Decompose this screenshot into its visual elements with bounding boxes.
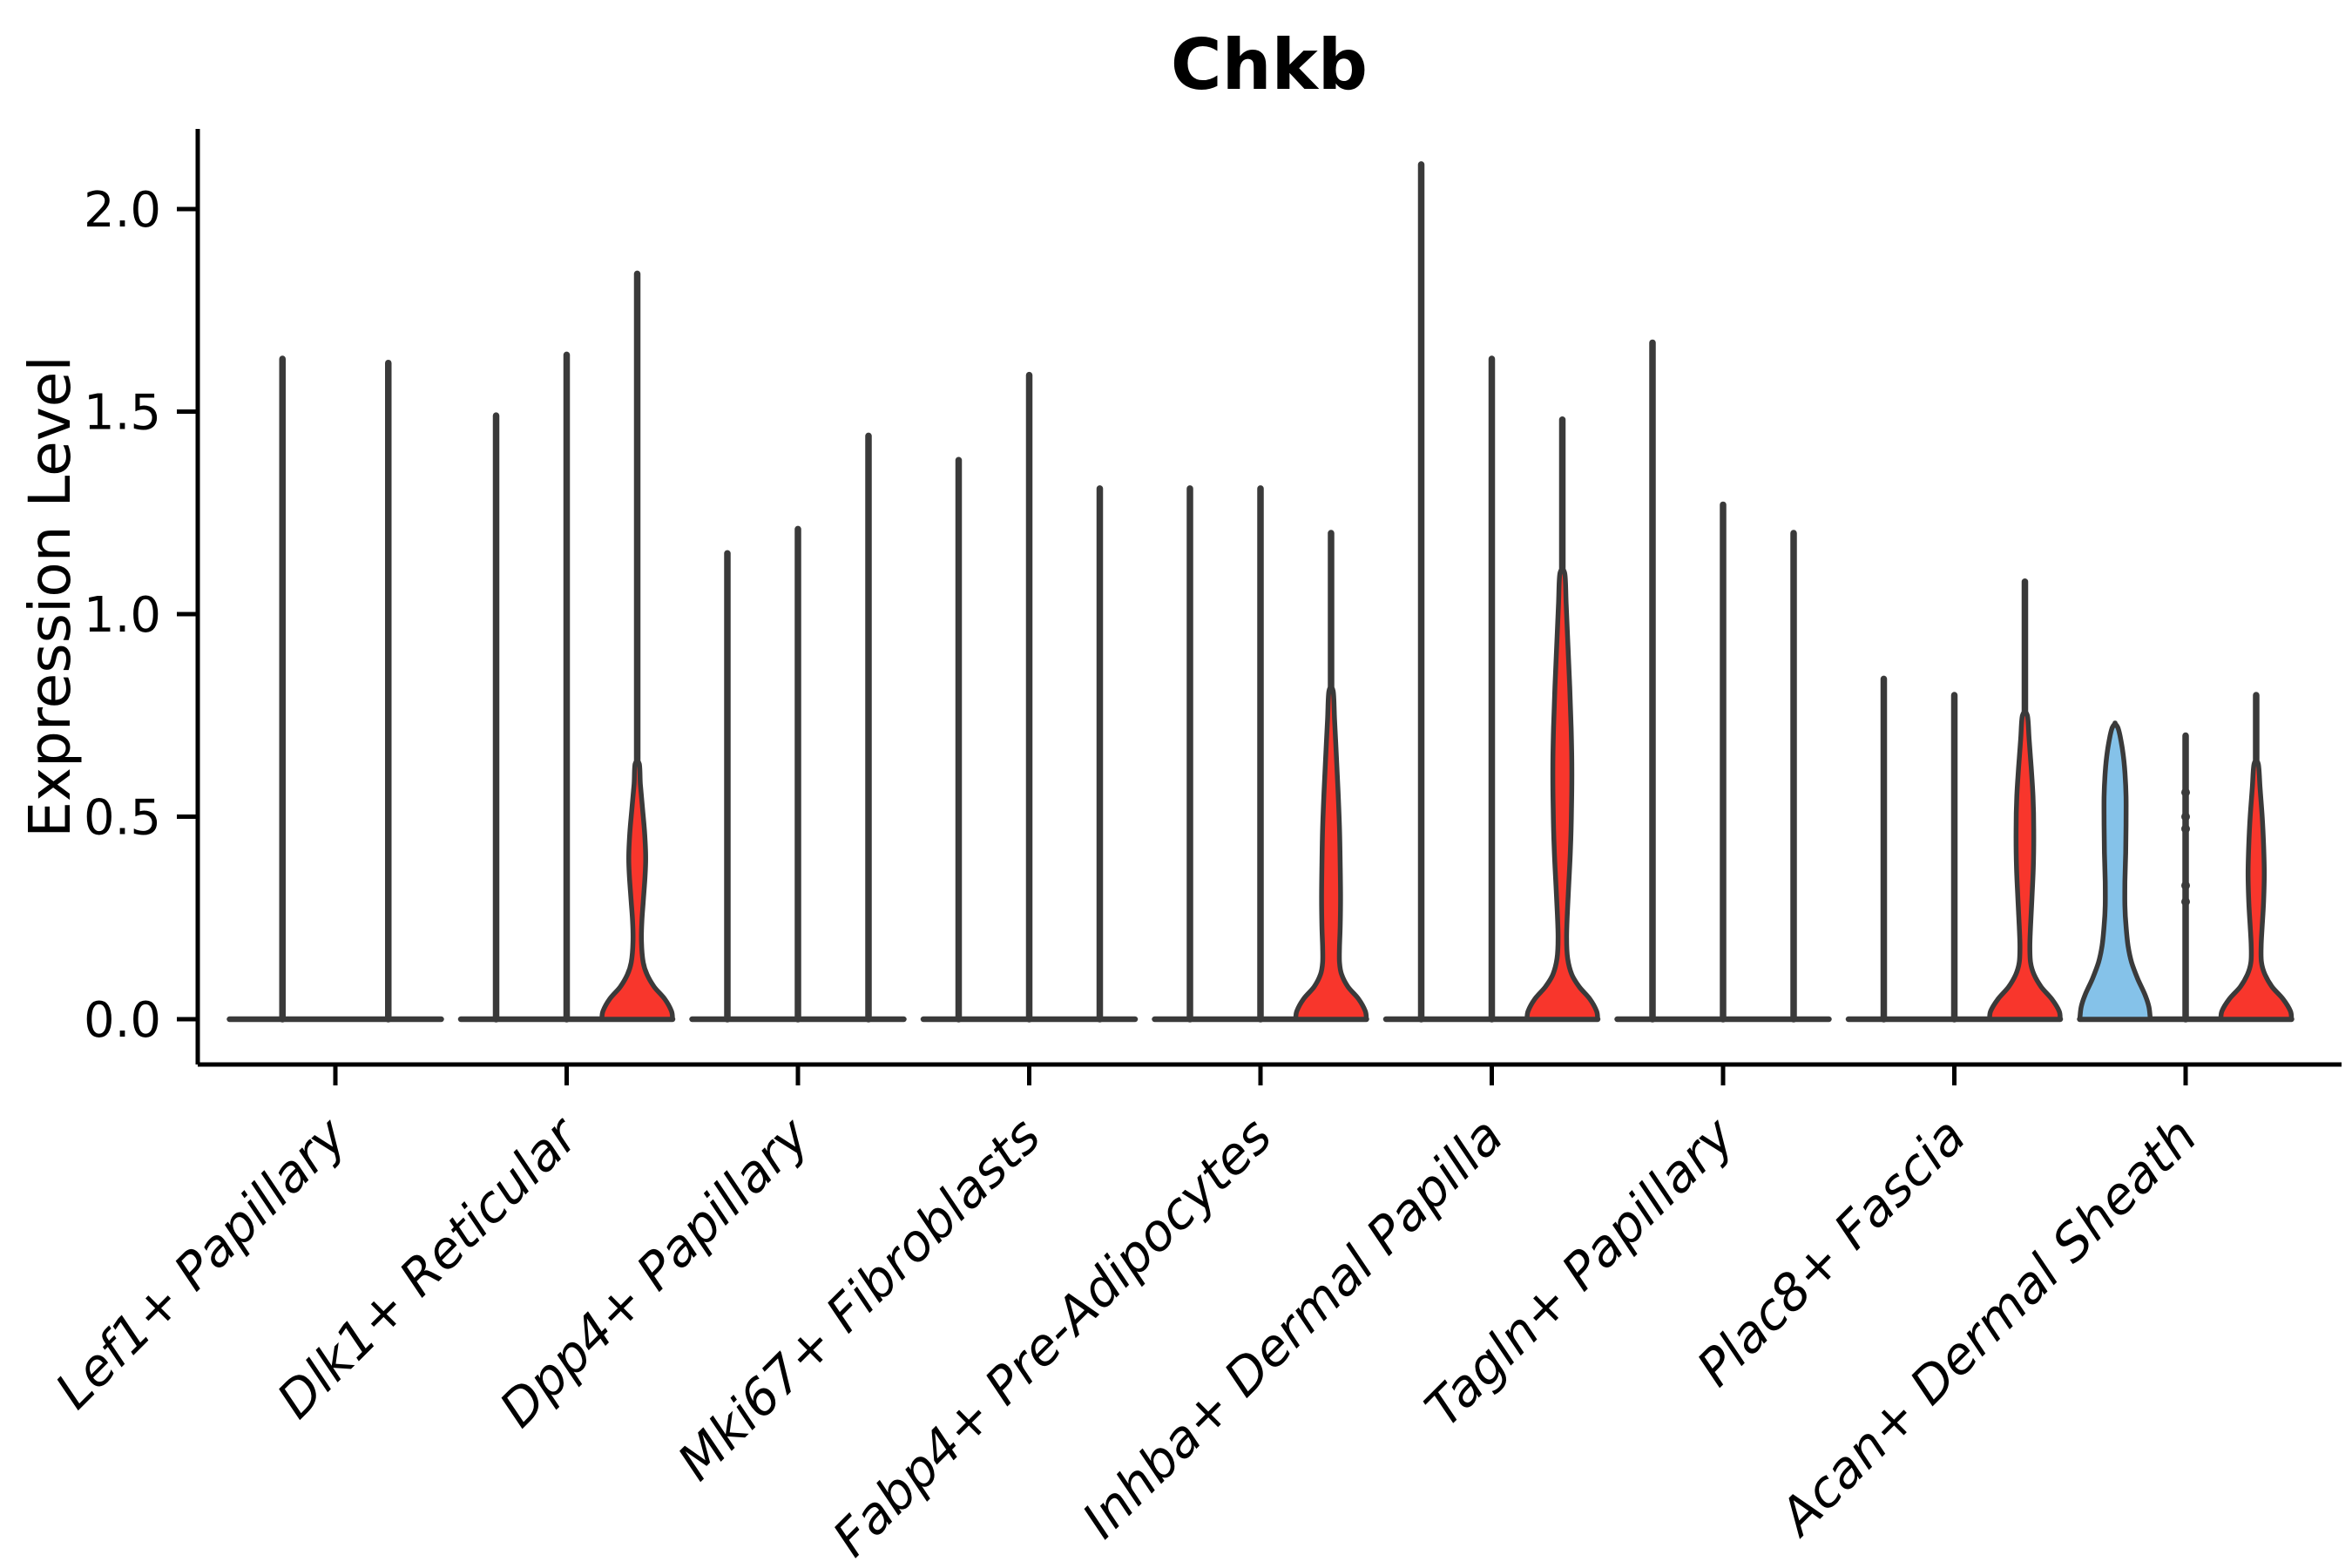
violin-group-lef1-papillary bbox=[226, 355, 444, 1023]
violin-body-red bbox=[1524, 567, 1600, 1022]
violin-body-red bbox=[1987, 710, 2063, 1022]
violins-layer bbox=[226, 161, 2295, 1023]
violin-group-plac8-fascia bbox=[1845, 578, 2064, 1023]
violin-group-acan-dermal-sheath bbox=[2077, 692, 2295, 1023]
y-tick-label: 2.0 bbox=[84, 182, 161, 239]
y-axis-label: Expression Level bbox=[17, 355, 84, 837]
y-tick-label: 0.5 bbox=[84, 790, 161, 847]
jitter-point bbox=[2181, 824, 2190, 834]
violin-group-mki67-fibroblasts bbox=[920, 371, 1139, 1023]
violin-body-blue bbox=[2077, 720, 2153, 1022]
axes: 0.0 0.5 1.0 1.5 2.0 bbox=[84, 129, 2342, 1085]
chart-title: Chkb bbox=[1171, 24, 1368, 105]
y-tick-label: 1.5 bbox=[84, 385, 161, 442]
x-tick-label: Fabp4+ Pre-Adipocytes bbox=[821, 1106, 1283, 1568]
jitter-point bbox=[2181, 881, 2190, 890]
violin-group-dpp4-papillary bbox=[689, 432, 907, 1023]
violin-group-inhba-dermal-papilla bbox=[1382, 161, 1601, 1023]
jitter-point bbox=[2181, 787, 2190, 797]
jitter-point bbox=[2181, 812, 2190, 821]
y-tick-label: 0.0 bbox=[84, 992, 161, 1049]
x-tick-label: Inhba+ Dermal Papilla bbox=[1071, 1106, 1514, 1550]
violin-body-red bbox=[599, 759, 675, 1022]
violin-group-fabp4-pre-adipocytes bbox=[1152, 485, 1369, 1023]
violin-body-red bbox=[1293, 685, 1369, 1022]
violin-group-dlk1-reticular bbox=[457, 270, 676, 1023]
jitter-point bbox=[2181, 897, 2190, 907]
y-tick-label: 1.0 bbox=[84, 587, 161, 644]
x-tick-label: Acan+ Dermal Sheath bbox=[1766, 1106, 2208, 1549]
violin-body-red bbox=[2218, 758, 2295, 1022]
violin-group-tagln-papillary bbox=[1614, 339, 1832, 1023]
